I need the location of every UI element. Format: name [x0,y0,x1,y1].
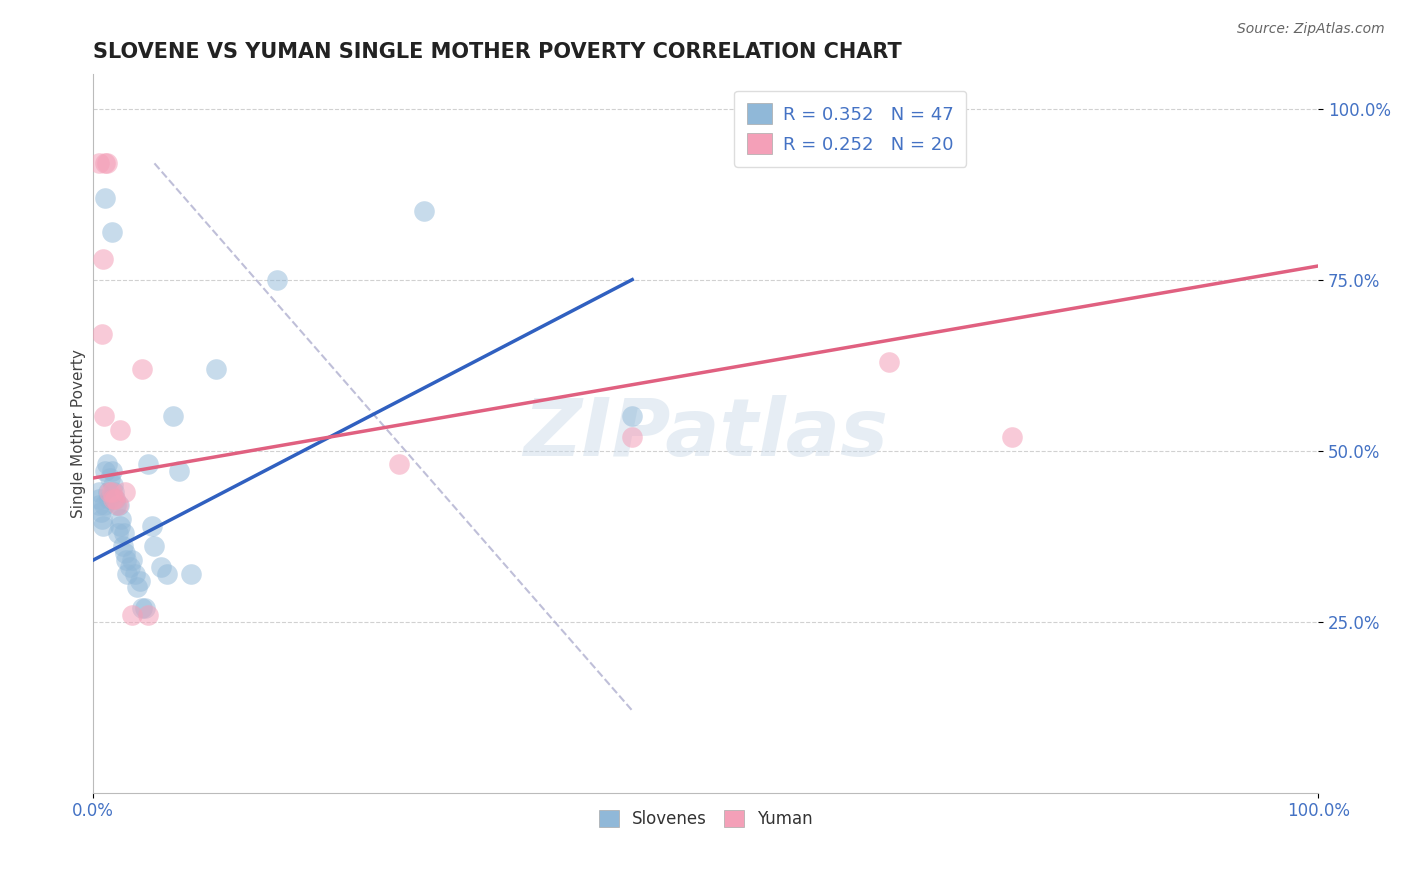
Text: Source: ZipAtlas.com: Source: ZipAtlas.com [1237,22,1385,37]
Point [101,478,124,492]
Point [141,519,163,533]
Point [110,512,132,526]
Point [98,484,121,499]
Point [108,519,131,533]
Point [89,491,111,506]
Point [94,190,117,204]
Point [105,499,128,513]
Point [94,464,117,478]
Point [134,601,156,615]
Point [98,491,121,506]
Point [96,156,118,170]
Point [107,525,129,540]
Point [94,156,117,170]
Point [621,409,644,424]
Point [97,484,120,499]
Point [127,581,149,595]
Point [413,204,436,219]
Point [1001,430,1024,444]
Point [180,566,202,581]
Point [91,252,114,266]
Point [114,546,136,560]
Point [103,484,125,499]
Point [89,156,111,170]
Point [100,464,122,478]
Point [118,560,141,574]
Point [93,499,115,513]
Point [89,484,111,499]
Point [93,409,115,424]
Point [388,458,411,472]
Legend: Slovenes, Yuman: Slovenes, Yuman [592,803,820,835]
Text: SLOVENE VS YUMAN SINGLE MOTHER POVERTY CORRELATION CHART: SLOVENE VS YUMAN SINGLE MOTHER POVERTY C… [93,42,901,62]
Point [112,525,135,540]
Point [104,491,127,506]
Point [136,607,159,622]
Point [266,272,288,286]
Point [90,327,112,342]
Point [121,607,143,622]
Point [879,355,901,369]
Point [117,566,139,581]
Point [167,464,190,478]
Point [149,560,172,574]
Point [114,484,136,499]
Point [107,499,129,513]
Point [111,540,134,554]
Point [115,553,138,567]
Point [124,566,146,581]
Point [101,491,124,506]
Point [100,484,122,499]
Point [90,505,112,519]
Point [156,566,179,581]
Text: ZIPatlas: ZIPatlas [523,394,889,473]
Point [162,409,184,424]
Point [89,499,111,513]
Point [98,471,121,485]
Point [91,519,114,533]
Y-axis label: Single Mother Poverty: Single Mother Poverty [72,349,86,518]
Point [131,361,153,376]
Point [90,512,112,526]
Point [104,491,127,506]
Point [128,574,150,588]
Point [121,553,143,567]
Point [621,430,644,444]
Point [100,225,122,239]
Point [136,458,159,472]
Point [204,361,226,376]
Point [143,540,166,554]
Point [108,423,131,437]
Point [96,458,118,472]
Point [108,499,131,513]
Point [131,601,153,615]
